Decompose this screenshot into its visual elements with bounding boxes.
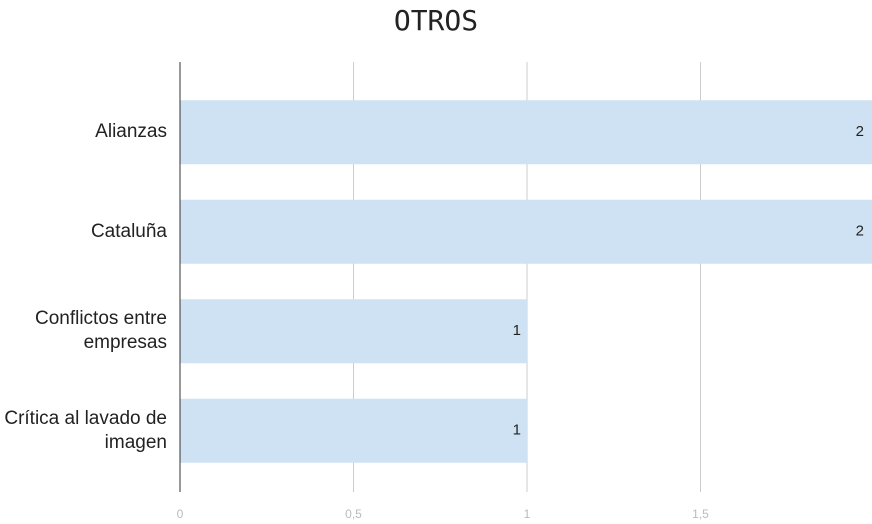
chart-title: OTROS bbox=[394, 4, 478, 37]
value-label: 1 bbox=[513, 322, 521, 339]
x-tick-label: 0 bbox=[177, 507, 184, 521]
bar bbox=[180, 299, 527, 364]
bar bbox=[180, 398, 527, 463]
bar bbox=[180, 199, 872, 264]
x-tick-label: 1 bbox=[524, 507, 531, 521]
y-tick-label: Alianzas bbox=[95, 121, 167, 143]
y-tick-label: Crítica al lavado de imagen bbox=[4, 407, 167, 453]
value-label: 1 bbox=[513, 422, 521, 439]
y-tick-label: Cataluña bbox=[90, 220, 167, 242]
x-tick-label: 0,5 bbox=[345, 507, 362, 521]
x-tick-label: 1,5 bbox=[692, 507, 709, 521]
value-label: 2 bbox=[856, 223, 864, 240]
bar bbox=[180, 100, 872, 165]
y-tick-label: Conflictos entre empresas bbox=[34, 308, 167, 354]
value-label: 2 bbox=[856, 123, 864, 140]
